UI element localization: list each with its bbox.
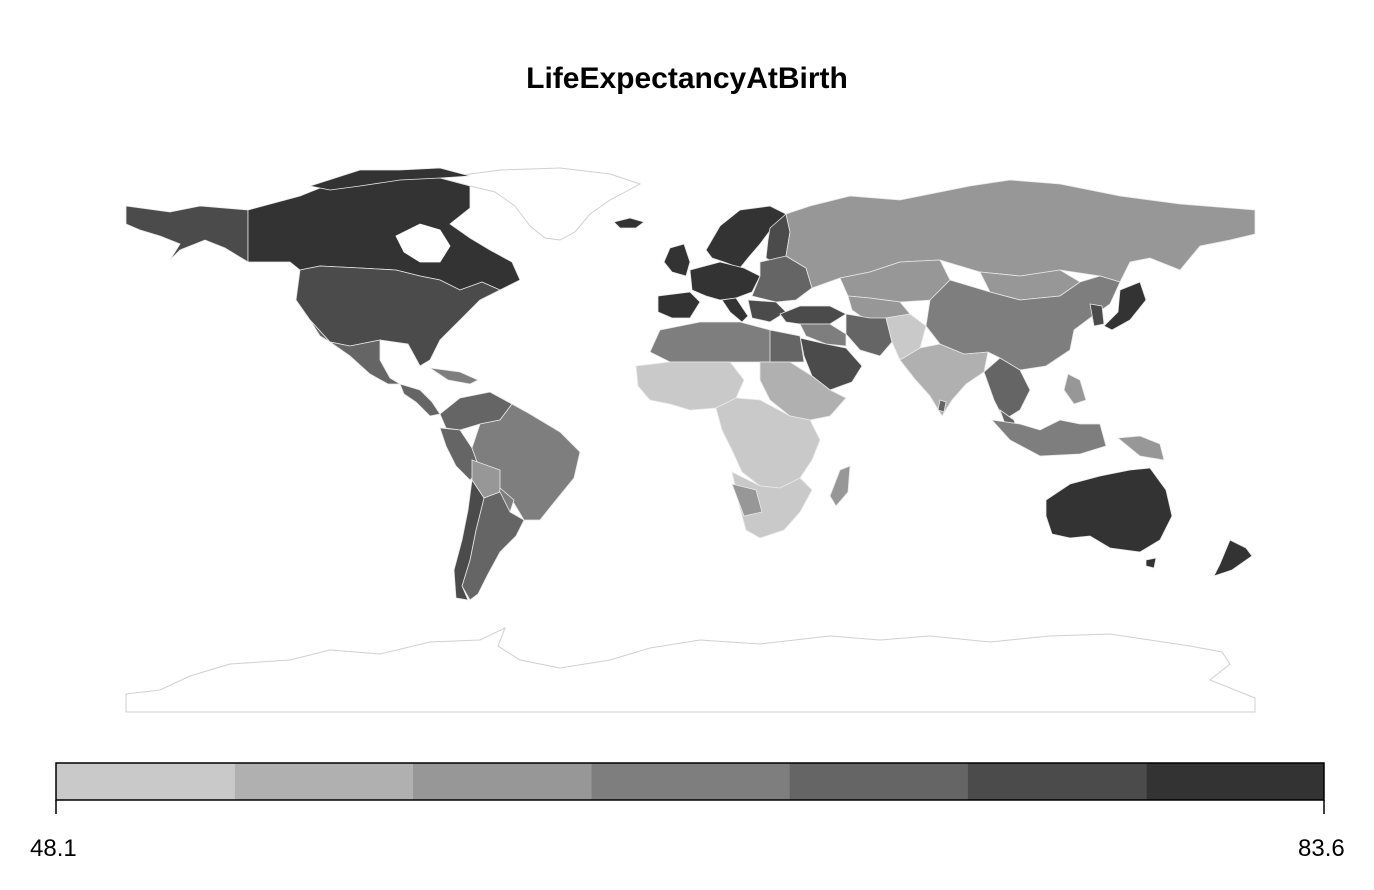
region-alaska [125, 205, 249, 263]
legend-color-bar [56, 763, 1324, 800]
legend-bin-6 [967, 763, 1147, 800]
region-uk [663, 243, 691, 277]
region-india [899, 343, 989, 417]
region-tasmania [1145, 557, 1157, 569]
legend-bin-3 [412, 763, 592, 800]
region-russia [785, 179, 1256, 289]
region-egypt [769, 329, 805, 363]
region-turkey [779, 305, 847, 325]
region-sudan-ethiopia [759, 361, 847, 421]
region-philippines [1063, 373, 1087, 405]
region-saudi-arabia [799, 337, 863, 391]
legend-bin-2 [234, 763, 413, 800]
region-southeast-asia [983, 357, 1031, 421]
region-sri-lanka [937, 399, 947, 413]
region-italy [721, 297, 749, 323]
region-indonesia [990, 419, 1107, 457]
countries [125, 167, 1256, 601]
region-central-america [399, 383, 441, 417]
region-new-zealand [1213, 539, 1253, 577]
region-balkans [747, 299, 787, 323]
region-caribbean [429, 367, 479, 385]
legend-max-label: 83.6 [1298, 835, 1345, 862]
region-western-europe [689, 261, 761, 301]
region-korea [1089, 303, 1105, 327]
legend-min-label: 48.1 [30, 835, 77, 862]
legend-bin-1 [56, 763, 235, 800]
region-greenland [439, 167, 642, 241]
region-iberia [657, 291, 701, 319]
region-china [925, 275, 1121, 371]
region-namibia-botswana [731, 483, 763, 517]
region-hudson-bay [395, 223, 451, 263]
region-papua-new-guinea [1116, 435, 1165, 461]
antarctica [125, 627, 1256, 713]
region-scandinavia [705, 205, 787, 269]
region-chile [453, 478, 485, 601]
legend-frame [55, 762, 1325, 801]
legend-bin-4 [591, 763, 790, 800]
region-japan [1103, 281, 1147, 331]
legend-bin-5 [789, 763, 968, 800]
region-iraq-syria [799, 323, 847, 347]
page-title: LifeExpectancyAtBirth [526, 62, 848, 95]
region-arctic-islands [308, 167, 471, 191]
legend-bin-7 [1146, 763, 1324, 800]
region-iceland [613, 217, 645, 229]
region-southern-africa [731, 471, 813, 539]
region-central-africa [715, 397, 821, 489]
region-madagascar [829, 465, 851, 507]
region-australia [1045, 467, 1173, 553]
region-iran [845, 313, 893, 357]
